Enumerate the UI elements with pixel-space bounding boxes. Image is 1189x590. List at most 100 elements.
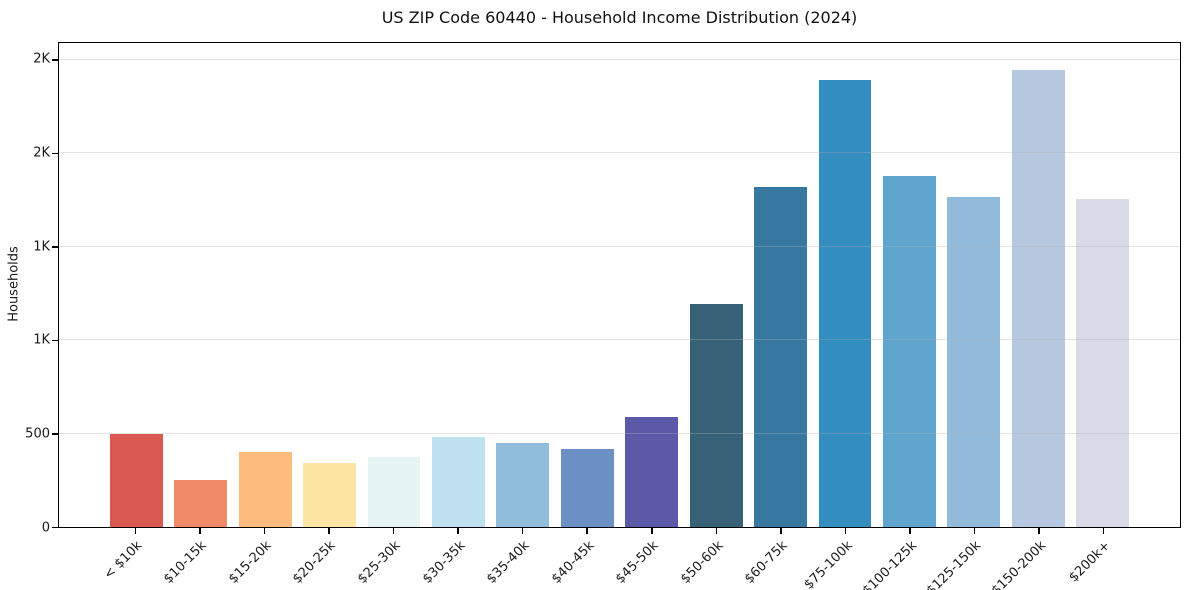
- x-label-slot: < $10k: [101, 534, 168, 590]
- x-tick-mark: [1102, 528, 1105, 534]
- bar: [431, 437, 485, 527]
- x-tick-mark: [134, 528, 137, 534]
- y-tick-mark: [52, 152, 58, 155]
- x-tick-mark: [651, 528, 653, 534]
- bar: [689, 303, 743, 527]
- x-tick-label: $60-75k: [742, 538, 791, 587]
- x-tick-label: $45-50k: [613, 538, 662, 587]
- x-label-slot: $35-40k: [484, 534, 555, 590]
- bars-container: [59, 43, 1180, 527]
- bar: [1011, 70, 1065, 527]
- bar-slot: [877, 43, 941, 527]
- x-tick-slot: [878, 528, 943, 534]
- x-label-slot: $15-20k: [226, 534, 297, 590]
- x-tick-slot: [749, 528, 814, 534]
- y-tick-label: 1K: [33, 332, 50, 348]
- x-tick-slot: [490, 528, 555, 534]
- bar: [303, 463, 356, 527]
- x-tick-marks: [58, 528, 1181, 534]
- x-tick-label: $30-35k: [419, 538, 468, 587]
- y-tick-mark: [52, 339, 58, 342]
- x-tick-label: $10-15k: [161, 538, 210, 587]
- y-tick-labels: 0 500 1K 1K 2K 2K: [0, 42, 50, 534]
- x-tick-slot: [297, 528, 362, 534]
- bar: [754, 186, 807, 527]
- bar-slot: [1071, 43, 1135, 527]
- x-tick-label: $50-60k: [677, 538, 727, 587]
- bar-slot: [168, 43, 232, 527]
- bar-slot: [104, 43, 168, 527]
- bar: [883, 175, 936, 527]
- x-label-slot: $200k+: [1067, 534, 1136, 590]
- bar-slot: [491, 43, 555, 527]
- x-label-slot: $150-200k: [989, 534, 1072, 590]
- bar: [560, 449, 614, 527]
- x-tick-mark: [973, 528, 976, 534]
- x-tick-mark: [909, 528, 911, 534]
- x-label-slot: $10-15k: [161, 534, 233, 590]
- y-tick-mark: [52, 59, 58, 61]
- x-tick-mark: [521, 528, 524, 534]
- x-tick-mark: [457, 528, 459, 534]
- x-tick-slot: [103, 528, 168, 534]
- bar-slot: [233, 43, 297, 527]
- x-tick-slot: [813, 528, 878, 534]
- y-tick-label: 1K: [33, 239, 50, 255]
- y-tick-mark: [52, 246, 58, 248]
- bar-slot: [813, 43, 877, 527]
- x-tick-slot: [620, 528, 685, 534]
- bar-slot: [555, 43, 619, 527]
- x-tick-slot: [555, 528, 620, 534]
- plot-area: [52, 42, 1181, 528]
- x-tick-slot: [1007, 528, 1072, 534]
- bar: [367, 456, 421, 527]
- y-tick-mark: [52, 526, 58, 528]
- bar-slot: [297, 43, 361, 527]
- bar-slot: [426, 43, 490, 527]
- x-tick-mark: [328, 528, 330, 534]
- y-tick-label: 2K: [33, 145, 50, 161]
- x-tick-mark: [780, 528, 782, 534]
- x-tick-mark: [586, 528, 588, 534]
- y-tick-label: 2K: [33, 51, 50, 67]
- bar: [818, 80, 872, 527]
- x-tick-slot: [684, 528, 749, 534]
- bar: [238, 452, 292, 527]
- x-tick-slot: [1071, 528, 1136, 534]
- x-label-slot: $20-25k: [290, 534, 362, 590]
- bar: [625, 416, 679, 527]
- bar: [109, 433, 163, 527]
- y-tick-label: 500: [25, 426, 50, 442]
- bar-slot: [362, 43, 426, 527]
- bar: [496, 442, 550, 527]
- bar-slot: [684, 43, 748, 527]
- y-tick-label: 0: [41, 520, 50, 536]
- x-tick-label: $35-40k: [484, 538, 533, 587]
- bar-slot: [942, 43, 1006, 527]
- x-tick-label: $40-45k: [548, 538, 598, 587]
- bar: [947, 197, 1001, 527]
- x-label-slot: $40-45k: [549, 534, 620, 590]
- x-tick-label: $25-30k: [354, 538, 404, 587]
- chart-title: US ZIP Code 60440 - Household Income Dis…: [381, 8, 858, 27]
- x-tick-mark: [1038, 528, 1040, 534]
- bar-slot: [620, 43, 684, 527]
- x-tick-mark: [715, 528, 718, 534]
- x-tick-mark: [844, 528, 847, 534]
- x-tick-slot: [426, 528, 491, 534]
- bar-slot: [748, 43, 812, 527]
- x-tick-mark: [263, 528, 266, 534]
- x-tick-labels: < $10k $10-15k $15-20k $20-25k $25-30k $30-35…: [58, 534, 1181, 590]
- x-tick-mark: [199, 528, 201, 534]
- x-tick-slot: [942, 528, 1007, 534]
- bar-slot: [1006, 43, 1070, 527]
- x-tick-label: $200k+: [1066, 538, 1114, 586]
- x-label-slot: $45-50k: [613, 534, 685, 590]
- x-tick-slot: [232, 528, 297, 534]
- x-tick-label: < $10k: [101, 538, 146, 583]
- x-label-slot: $50-60k: [678, 534, 749, 590]
- bar: [174, 480, 228, 527]
- x-tick-label: $20-25k: [290, 538, 339, 587]
- y-tick-mark: [52, 433, 58, 435]
